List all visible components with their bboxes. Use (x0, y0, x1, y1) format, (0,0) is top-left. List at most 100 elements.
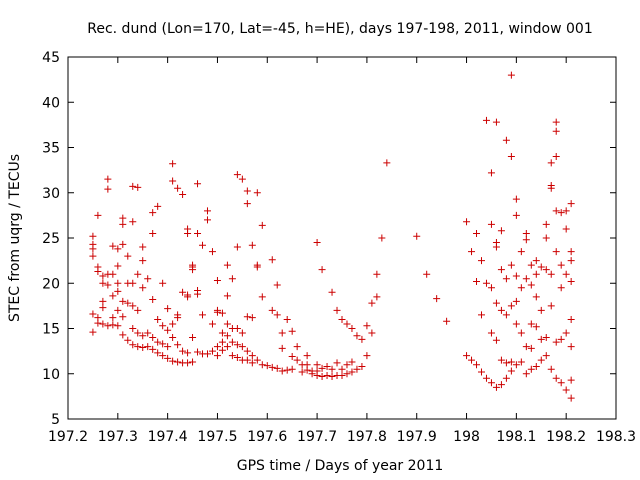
data-point (562, 386, 570, 394)
data-point (169, 357, 177, 365)
data-point (343, 370, 351, 378)
data-point (203, 350, 211, 358)
data-point (149, 334, 157, 342)
plot-frame (67, 56, 617, 420)
y-tick-label: 20 (42, 276, 60, 292)
data-point (144, 275, 152, 283)
data-point (223, 320, 231, 328)
data-point (512, 272, 520, 280)
data-point (149, 296, 157, 304)
data-point (413, 232, 421, 240)
data-point (383, 159, 391, 167)
data-point (557, 379, 565, 387)
data-point (517, 284, 525, 292)
data-point (89, 310, 97, 318)
data-point (189, 334, 197, 342)
x-tick-label: 198.3 (596, 429, 636, 445)
x-tick-label: 197.3 (98, 429, 138, 445)
data-point (547, 270, 555, 278)
data-point (213, 352, 221, 360)
data-point (114, 245, 122, 253)
data-point (502, 359, 510, 367)
data-point (99, 272, 107, 280)
data-point (174, 184, 182, 192)
data-point (129, 279, 137, 287)
data-point (507, 71, 515, 79)
data-point (557, 284, 565, 292)
data-point (273, 364, 281, 372)
data-point (473, 361, 481, 369)
data-point (552, 248, 560, 256)
data-point (527, 344, 535, 352)
data-point (512, 320, 520, 328)
data-point (179, 191, 187, 199)
data-point (512, 361, 520, 369)
data-point (502, 136, 510, 144)
data-point (233, 353, 241, 361)
data-point (353, 332, 361, 340)
data-point (99, 297, 107, 305)
data-point (99, 320, 107, 328)
data-point (487, 169, 495, 177)
data-point (199, 241, 207, 249)
data-point (502, 374, 510, 382)
data-point (154, 349, 162, 357)
data-point (164, 354, 172, 362)
data-point (134, 329, 142, 337)
data-point (213, 343, 221, 351)
data-point (208, 320, 216, 328)
data-point (184, 359, 192, 367)
data-point (567, 200, 575, 208)
data-point (104, 281, 112, 289)
x-tick-label: 197.4 (148, 429, 188, 445)
x-tick-label: 197.6 (247, 429, 287, 445)
data-point (248, 359, 256, 367)
data-point (174, 358, 182, 366)
data-point (542, 266, 550, 274)
data-point (218, 309, 226, 317)
data-point (497, 356, 505, 364)
data-point (522, 236, 530, 244)
data-point (159, 352, 167, 360)
data-point (542, 234, 550, 242)
data-point (218, 346, 226, 354)
data-point (333, 306, 341, 314)
data-point (512, 297, 520, 305)
y-tick-label: 40 (42, 95, 60, 111)
data-point (258, 361, 266, 369)
data-point (228, 352, 236, 360)
data-point (497, 381, 505, 389)
data-point (512, 195, 520, 203)
data-point (497, 306, 505, 314)
data-point (114, 279, 122, 287)
data-point (258, 221, 266, 229)
y-tick-label: 35 (42, 141, 60, 157)
data-point (228, 275, 236, 283)
data-point (194, 348, 202, 356)
data-point (144, 329, 152, 337)
data-point (119, 240, 127, 248)
data-point (552, 338, 560, 346)
data-point (238, 343, 246, 351)
axis-ticks (67, 56, 617, 420)
data-point (233, 341, 241, 349)
data-point (139, 243, 147, 251)
data-point (532, 363, 540, 371)
data-point (463, 218, 471, 226)
data-point (104, 185, 112, 193)
data-point (567, 376, 575, 384)
data-point (124, 299, 132, 307)
data-point (532, 293, 540, 301)
data-point (94, 267, 102, 275)
data-point (522, 343, 530, 351)
data-point (547, 365, 555, 373)
data-point (318, 266, 326, 274)
data-point (517, 358, 525, 366)
data-point (104, 175, 112, 183)
data-point (557, 209, 565, 217)
data-point (507, 367, 515, 375)
data-point (537, 335, 545, 343)
x-axis-label: GPS time / Days of year 2011 (237, 458, 444, 474)
data-point (208, 248, 216, 256)
data-point (423, 270, 431, 278)
